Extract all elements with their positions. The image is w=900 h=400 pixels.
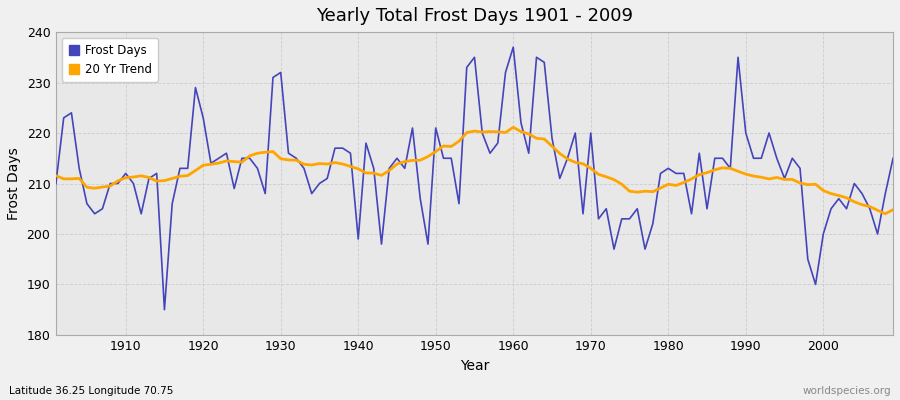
- Legend: Frost Days, 20 Yr Trend: Frost Days, 20 Yr Trend: [62, 38, 158, 82]
- Text: worldspecies.org: worldspecies.org: [803, 386, 891, 396]
- Y-axis label: Frost Days: Frost Days: [7, 147, 21, 220]
- Title: Yearly Total Frost Days 1901 - 2009: Yearly Total Frost Days 1901 - 2009: [316, 7, 633, 25]
- X-axis label: Year: Year: [460, 359, 490, 373]
- Text: Latitude 36.25 Longitude 70.75: Latitude 36.25 Longitude 70.75: [9, 386, 174, 396]
